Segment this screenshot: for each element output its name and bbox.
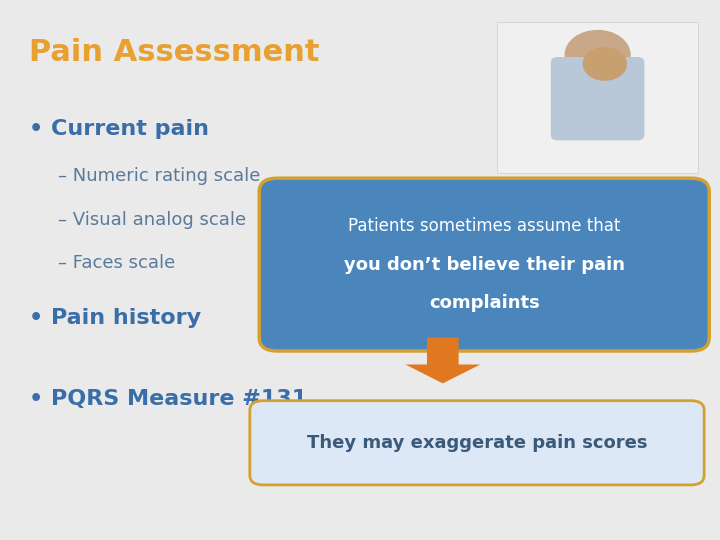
- FancyBboxPatch shape: [250, 401, 704, 485]
- Text: • PQRS Measure #131: • PQRS Measure #131: [29, 389, 307, 409]
- Circle shape: [583, 48, 626, 80]
- Text: – Numeric rating scale: – Numeric rating scale: [58, 167, 260, 185]
- Polygon shape: [405, 338, 480, 383]
- FancyBboxPatch shape: [259, 178, 709, 351]
- Text: – Faces scale: – Faces scale: [58, 254, 175, 272]
- Text: • Pain history: • Pain history: [29, 308, 201, 328]
- Text: Pain Assessment: Pain Assessment: [29, 38, 319, 67]
- Text: complaints: complaints: [429, 294, 539, 313]
- Text: They may exaggerate pain scores: They may exaggerate pain scores: [307, 434, 647, 452]
- FancyBboxPatch shape: [497, 22, 698, 173]
- Text: you don’t believe their pain: you don’t believe their pain: [343, 255, 625, 274]
- Text: – Visual analog scale: – Visual analog scale: [58, 211, 246, 228]
- Text: Patients sometimes assume that: Patients sometimes assume that: [348, 217, 621, 235]
- Text: • Current pain: • Current pain: [29, 119, 209, 139]
- FancyBboxPatch shape: [551, 57, 644, 140]
- Circle shape: [565, 31, 630, 79]
